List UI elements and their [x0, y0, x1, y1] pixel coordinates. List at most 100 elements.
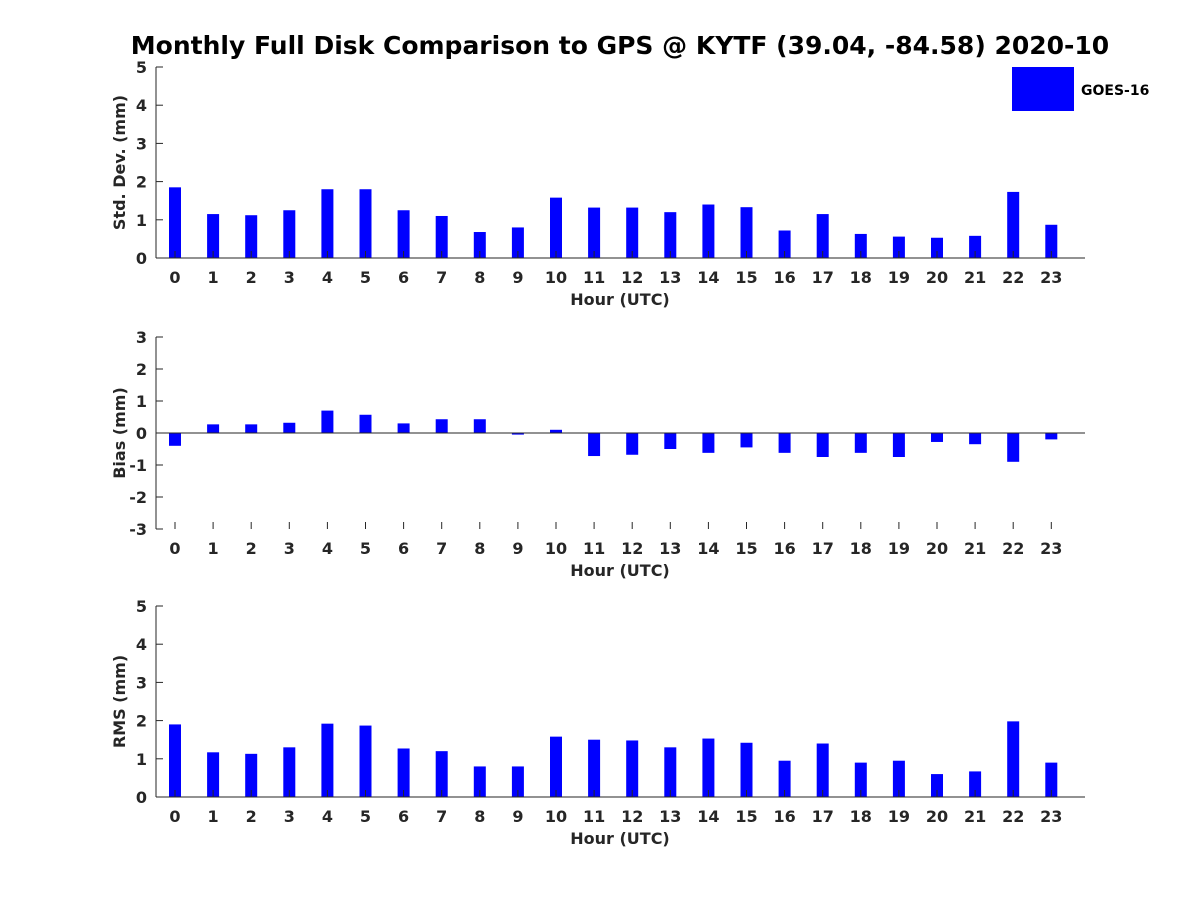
bar-hour-3	[283, 422, 296, 433]
bar-hour-11	[588, 207, 601, 258]
bar-hour-8	[473, 419, 486, 433]
bar-hour-2	[245, 215, 258, 258]
y-tick-label: 0	[136, 424, 147, 443]
y-tick-label: 4	[136, 96, 147, 115]
bar-hour-1	[207, 214, 220, 258]
bar-hour-19	[892, 760, 905, 797]
bar-hour-22	[1007, 433, 1020, 462]
y-tick-label: 1	[136, 211, 147, 230]
x-tick-label: 16	[773, 268, 795, 287]
bar-hour-15	[740, 207, 753, 258]
x-tick-label: 8	[474, 807, 485, 826]
y-tick-label: -3	[129, 520, 147, 539]
x-tick-label: 19	[888, 807, 910, 826]
x-tick-label: 8	[474, 268, 485, 287]
y-tick-label: 2	[136, 360, 147, 379]
bar-hour-0	[169, 433, 181, 446]
y-tick-label: 3	[136, 134, 147, 153]
x-tick-label: 4	[322, 268, 333, 287]
bar-hour-0	[169, 187, 181, 258]
x-tick-label: 13	[659, 807, 681, 826]
bar-hour-6	[397, 423, 410, 433]
x-tick-label: 9	[512, 807, 523, 826]
x-tick-label: 0	[169, 807, 180, 826]
bar-hour-2	[245, 424, 258, 433]
x-tick-label: 22	[1002, 539, 1024, 558]
x-tick-label: 3	[284, 807, 295, 826]
x-tick-label: 21	[964, 539, 986, 558]
y-tick-label: -2	[129, 488, 147, 507]
x-tick-label: 23	[1040, 539, 1062, 558]
bar-hour-3	[283, 210, 296, 258]
bar-hour-10	[550, 197, 562, 258]
bar-hour-7	[435, 751, 448, 797]
x-tick-label: 15	[735, 807, 757, 826]
x-tick-label: 17	[812, 539, 834, 558]
bar-hour-19	[892, 236, 905, 258]
x-tick-label: 11	[583, 268, 605, 287]
bar-hour-23	[1045, 433, 1058, 440]
figure-title: Monthly Full Disk Comparison to GPS @ KY…	[131, 31, 1109, 60]
y-tick-label: 1	[136, 392, 147, 411]
x-tick-label: 19	[888, 539, 910, 558]
bar-hour-16	[778, 760, 791, 797]
x-tick-label: 12	[621, 539, 643, 558]
bar-hour-10	[550, 736, 562, 797]
x-tick-label: 23	[1040, 268, 1062, 287]
x-tick-label: 5	[360, 807, 371, 826]
bar-hour-15	[740, 433, 753, 448]
x-tick-label: 4	[322, 539, 333, 558]
x-tick-label: 2	[246, 268, 257, 287]
bar-hour-9	[511, 766, 524, 797]
bar-hour-13	[664, 212, 677, 258]
bar-hour-17	[816, 743, 829, 797]
x-tick-label: 14	[697, 539, 719, 558]
bar-hour-18	[854, 762, 867, 797]
y-tick-label: 4	[136, 635, 147, 654]
bar-hour-0	[169, 724, 181, 797]
bar-hour-22	[1007, 191, 1020, 258]
x-tick-label: 16	[773, 807, 795, 826]
x-tick-label: 5	[360, 268, 371, 287]
x-tick-label: 4	[322, 807, 333, 826]
x-tick-label: 20	[926, 807, 948, 826]
bar-hour-18	[854, 433, 867, 453]
bar-hour-20	[931, 433, 943, 442]
x-tick-label: 18	[850, 539, 872, 558]
x-tick-label: 8	[474, 539, 485, 558]
x-tick-label: 7	[436, 807, 447, 826]
bar-hour-11	[588, 433, 601, 457]
y-tick-label: 5	[136, 597, 147, 616]
bar-hour-4	[321, 189, 334, 258]
x-tick-label: 1	[208, 539, 219, 558]
x-tick-label: 3	[284, 268, 295, 287]
y-axis-label: RMS (mm)	[110, 655, 129, 748]
x-tick-label: 22	[1002, 268, 1024, 287]
bar-hour-5	[359, 189, 372, 258]
bar-hour-6	[397, 748, 410, 797]
x-tick-label: 13	[659, 539, 681, 558]
x-tick-label: 20	[926, 268, 948, 287]
bar-hour-2	[245, 753, 258, 797]
bar-hour-5	[359, 414, 372, 433]
bar-hour-17	[816, 214, 829, 258]
x-tick-label: 9	[512, 268, 523, 287]
bar-hour-11	[588, 739, 601, 797]
bar-hour-21	[969, 771, 982, 797]
x-tick-label: 2	[246, 539, 257, 558]
bar-hour-16	[778, 230, 791, 258]
x-tick-label: 13	[659, 268, 681, 287]
bar-hour-23	[1045, 224, 1058, 258]
legend-swatch	[1012, 67, 1074, 111]
bar-hour-20	[931, 237, 943, 258]
x-tick-label: 22	[1002, 807, 1024, 826]
bar-hour-16	[778, 433, 791, 453]
bar-hour-21	[969, 433, 982, 445]
y-tick-label: 2	[136, 173, 147, 192]
x-tick-label: 7	[436, 539, 447, 558]
y-tick-label: 3	[136, 328, 147, 347]
